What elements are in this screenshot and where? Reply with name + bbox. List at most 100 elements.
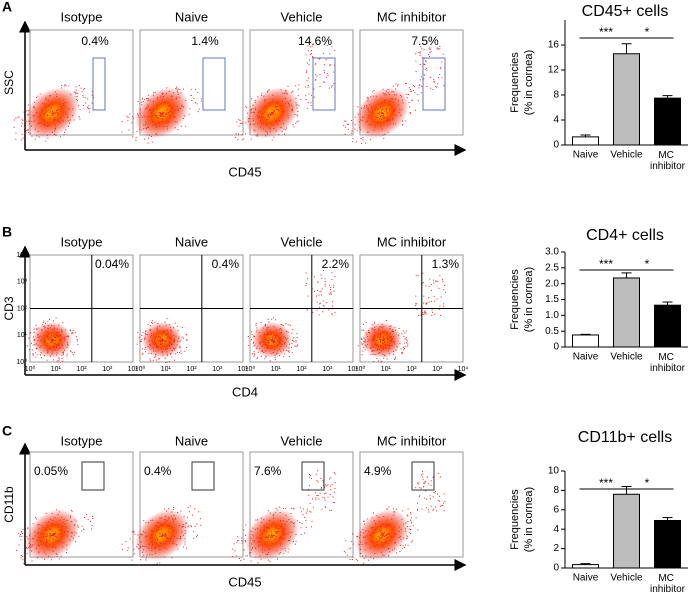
flow-dot [65,129,67,131]
flow-dot [271,352,273,354]
flow-dot [260,558,262,560]
flow-dot [288,343,290,345]
flow-dot [268,535,270,537]
flow-dot [386,508,388,510]
flow-dot [289,536,291,538]
flow-dot [421,48,423,50]
flow-dot [60,328,62,330]
flow-dot [269,360,271,362]
flow-dot [66,353,68,355]
flow-dot [60,106,62,108]
flow-dot [162,531,164,533]
flow-dot [52,118,54,120]
flow-dot [310,53,312,55]
flow-dot [31,545,33,547]
flow-dot [442,504,444,506]
flow-dot [69,329,71,331]
flow-dot [423,58,425,60]
flow-dot [383,340,385,342]
flow-dot [379,112,381,114]
flow-dot [330,510,332,512]
flow-dot [245,106,247,108]
flow-dot [164,547,166,549]
flow-dot [43,533,45,535]
flow-dot [377,535,379,537]
flow-dot [126,115,128,117]
flow-dot [172,543,174,545]
flow-dot [270,113,272,115]
flow-dot [272,342,274,344]
flow-dot [265,553,267,555]
flow-dot [277,340,279,342]
flow-dot [143,98,145,100]
flow-dot [416,502,418,504]
flow-dot [172,541,174,543]
flow-dot [198,108,200,110]
flow-dot [166,537,168,539]
flow-dot [377,329,379,331]
flow-dot [173,339,175,341]
gate [202,57,226,111]
flow-dot [136,343,138,345]
flow-dot [378,352,380,354]
flow-dot [35,352,37,354]
flow-dot [146,98,148,100]
flow-dot [37,524,39,526]
flow-dot [35,343,37,345]
flow-dot [403,342,405,344]
flow-dot [150,332,152,334]
flow-dot [65,329,67,331]
flow-dot [132,541,134,543]
flow-dot [407,345,409,347]
flow-dot [38,136,40,138]
flow-dot [183,106,185,108]
flow-dot [264,337,266,339]
flow-dot [288,351,290,353]
flow-dot [178,110,180,112]
flow-dot [142,353,144,355]
flow-dot [380,116,382,118]
flow-dot [408,528,410,530]
flow-dot [278,338,280,340]
flow-dot [158,121,160,123]
flow-dot [147,323,149,325]
flow-dot [157,328,159,330]
flow-dot [177,93,179,95]
flow-dot [56,334,58,336]
flow-dot [161,341,163,343]
flow-dot [361,338,363,340]
flow-dot [38,544,40,546]
flow-dot [155,336,157,338]
flow-dot [376,358,378,360]
flow-dot [141,104,143,106]
flow-dot [137,114,139,116]
flow-dot [180,352,182,354]
flow-dot [382,106,384,108]
flow-dot [366,344,368,346]
flow-dot [269,337,271,339]
gate [301,461,325,491]
flow-dot [354,116,356,118]
flow-dot [165,540,167,542]
flow-dot [285,92,287,94]
flow-dot [387,120,389,122]
flow-dot [60,529,62,531]
flow-dot [164,109,166,111]
flow-dot [373,323,375,325]
flow-dot [140,341,142,343]
flow-dot [160,348,162,350]
flow-dot [160,341,162,343]
flow-dot [382,536,384,538]
flow-dot [401,548,403,550]
flow-dot [442,279,444,281]
flow-dot [365,555,367,557]
flow-dot [433,282,435,284]
flow-dot [420,46,422,48]
flow-dot [74,531,76,533]
flow-dot [368,124,370,126]
flow-dot [333,290,335,292]
flow-dot [277,532,279,534]
flow-dot [295,540,297,542]
flow-dot [33,115,35,117]
flow-dot [55,536,57,538]
